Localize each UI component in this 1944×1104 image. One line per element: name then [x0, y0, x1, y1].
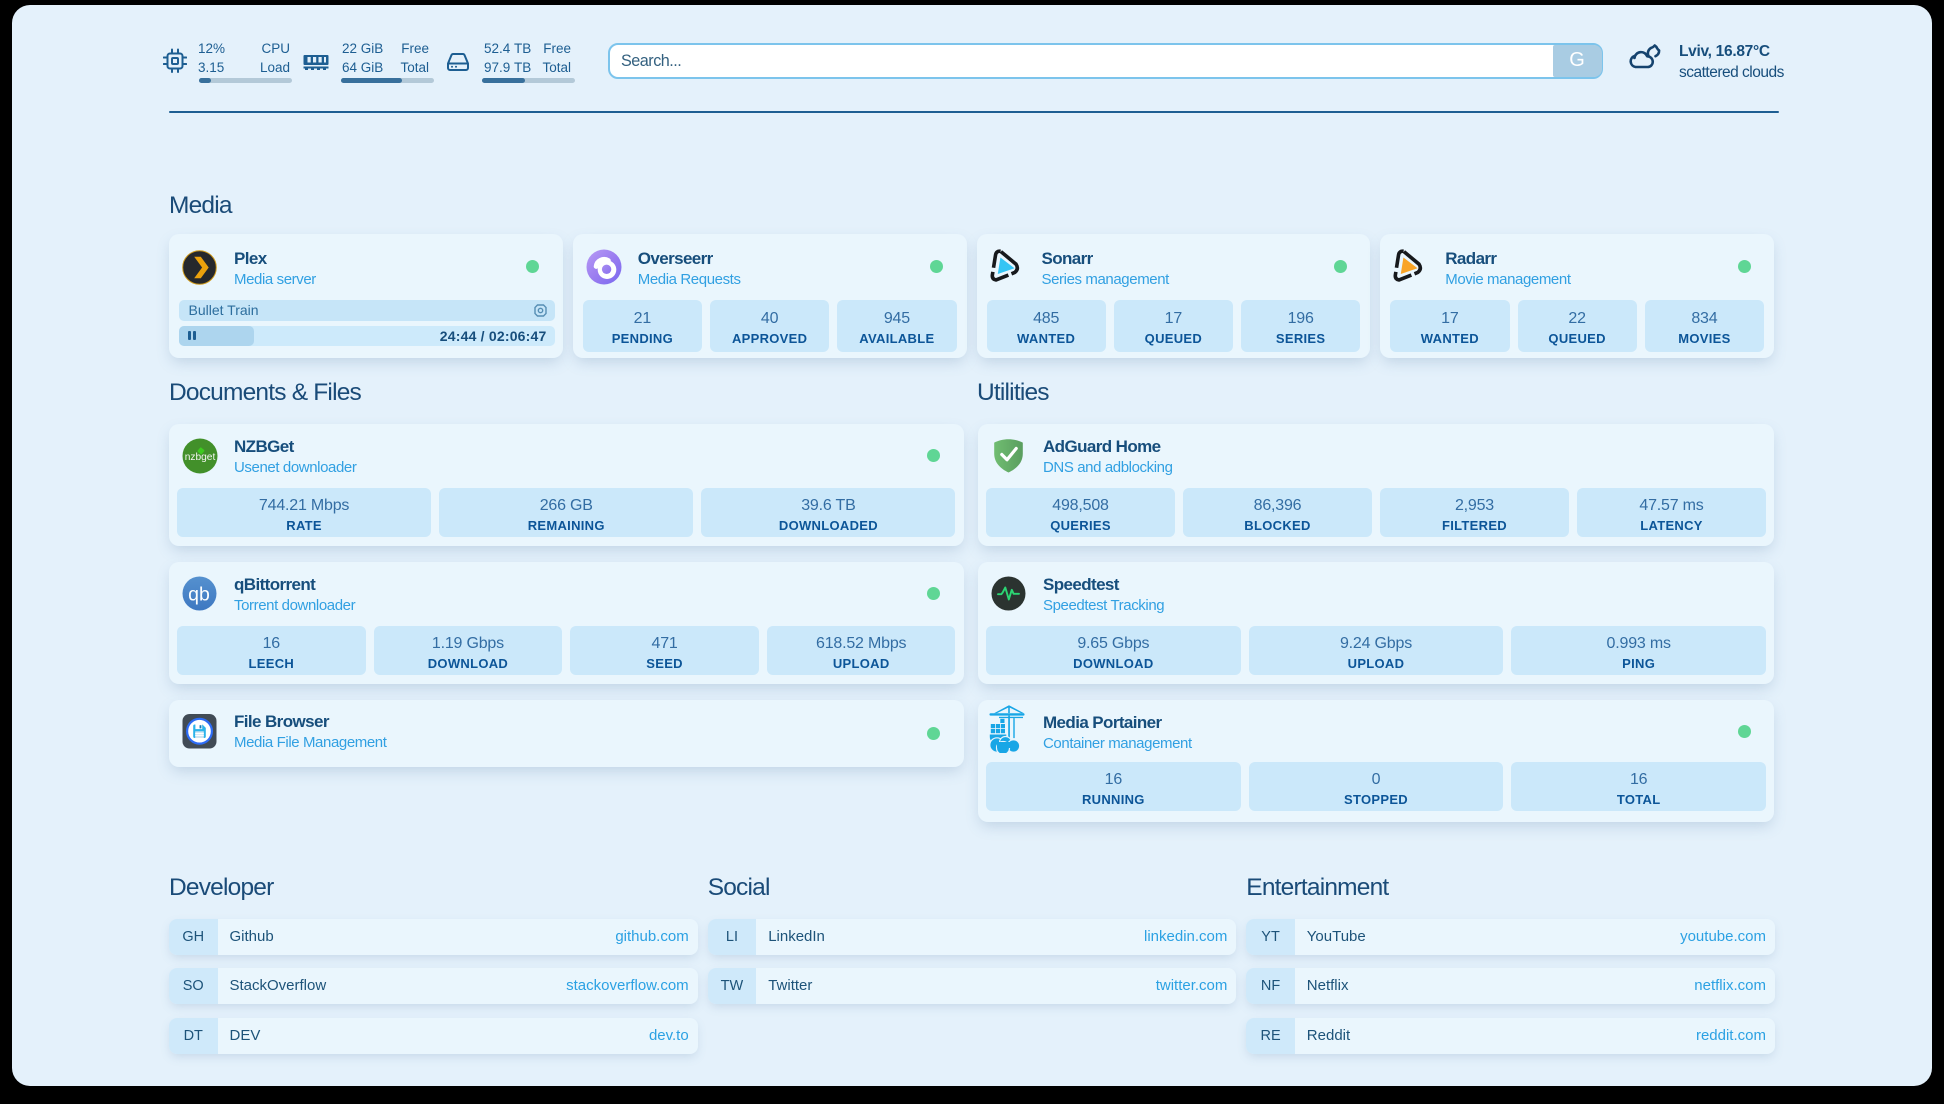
svg-text:qb: qb [188, 584, 210, 606]
svg-text:nzbget: nzbget [185, 452, 216, 463]
